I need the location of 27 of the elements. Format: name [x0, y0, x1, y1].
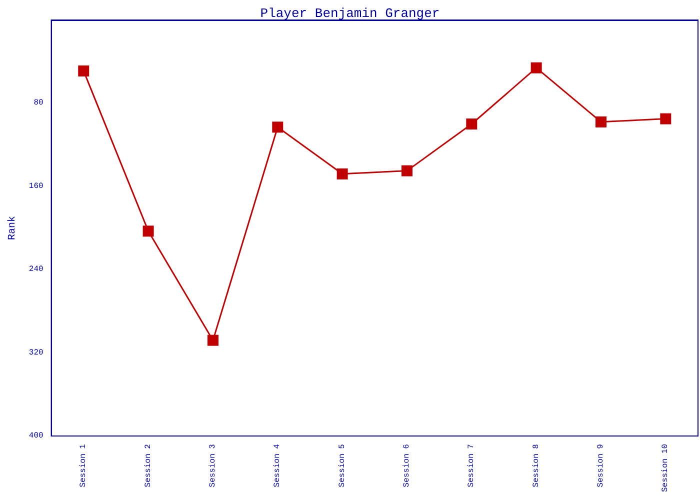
x-tick-label: Session 3	[208, 444, 218, 488]
y-tick-label: 160	[28, 182, 44, 191]
x-tick-label: Session 9	[596, 444, 606, 488]
y-tick-label: 400	[28, 432, 44, 440]
point	[466, 118, 478, 130]
point	[78, 65, 90, 76]
chart-title: Player Benjamin Granger	[260, 6, 440, 21]
x-tick-label: Session 5	[338, 444, 347, 488]
point	[142, 226, 154, 237]
x-tick-label: Session 1	[79, 444, 88, 488]
point	[660, 113, 672, 124]
point	[272, 122, 284, 133]
y-tick-label: 80	[34, 98, 44, 108]
point	[401, 165, 412, 176]
y-tick-label: 240	[28, 265, 44, 274]
point	[530, 62, 542, 74]
point	[336, 168, 348, 180]
x-tick-label: Session 8	[532, 444, 541, 488]
y-tick-label: 320	[28, 348, 44, 358]
x-tick-label: Session 2	[144, 444, 153, 488]
x-tick-label: Session 10	[661, 444, 670, 492]
y-axis-title: Rank	[6, 216, 18, 240]
point	[207, 334, 218, 346]
x-tick-label: Session 4	[273, 444, 282, 488]
point	[595, 116, 606, 128]
x-tick-label: Session 7	[467, 444, 476, 488]
x-tick-label: Session 6	[402, 444, 412, 488]
